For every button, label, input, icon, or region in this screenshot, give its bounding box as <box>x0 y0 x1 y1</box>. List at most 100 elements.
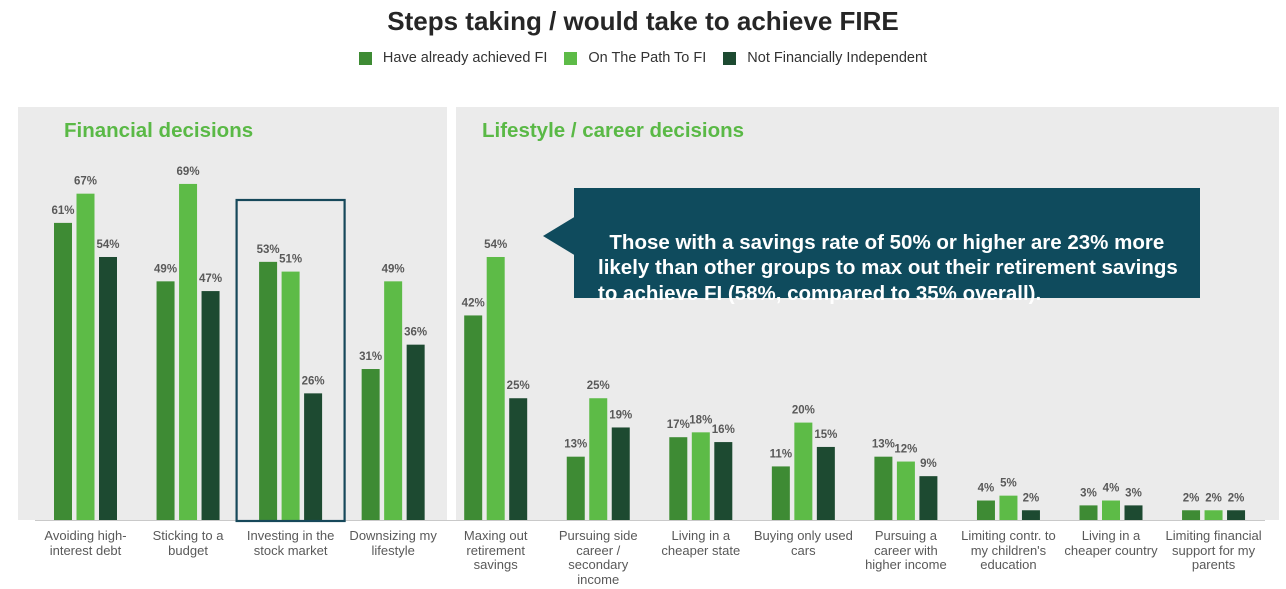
legend-item: Not Financially Independent <box>723 50 927 67</box>
bar <box>259 261 278 520</box>
value-label: 3% <box>1125 487 1142 499</box>
value-label-number: 2 <box>1183 492 1189 504</box>
value-label-number: 25 <box>507 380 520 392</box>
category-label: Pursuing a career with higher income <box>865 528 947 572</box>
bar-group: 17% 18%16% <box>667 414 735 520</box>
panel-title: Financial decisions <box>64 119 254 142</box>
bar <box>1204 510 1223 520</box>
value-label-number: 3 <box>1125 487 1131 499</box>
value-label-number: 17 <box>667 419 680 431</box>
bar <box>1124 505 1143 520</box>
highlight-box <box>235 198 346 523</box>
value-label-unit: % <box>394 263 404 275</box>
bar <box>54 222 72 520</box>
value-label-number: 31 <box>359 351 372 363</box>
bar <box>896 461 915 520</box>
bar <box>771 466 790 520</box>
category-label: Living in a cheaper country <box>1064 528 1158 558</box>
value-label-unit: % <box>292 254 302 266</box>
value-label-unit: % <box>805 405 815 417</box>
bar-group: 49%69%47% <box>154 166 222 520</box>
value-label-number: 4 <box>978 483 985 495</box>
category-label: Living in a cheaper state <box>661 528 741 558</box>
bar <box>179 183 198 520</box>
value-label-number: 2 <box>1205 492 1211 504</box>
bar <box>566 456 585 520</box>
value-label-unit: % <box>1087 487 1097 499</box>
value-label: 12% <box>894 444 917 456</box>
value-label-unit: % <box>109 239 119 251</box>
category-label: Pursuing side career / secondary income <box>558 528 638 587</box>
legend-swatch <box>564 52 578 65</box>
value-label-unit: % <box>984 483 994 495</box>
value-label-unit: % <box>907 444 917 456</box>
value-label-unit: % <box>1234 492 1244 504</box>
bar <box>1227 510 1246 520</box>
callout-pointer <box>543 216 576 256</box>
legend-item: On The Path To FI <box>564 50 706 67</box>
value-label-unit: % <box>600 380 610 392</box>
value-label: 11% <box>770 448 792 460</box>
value-label-unit: % <box>474 297 484 309</box>
value-label-unit: % <box>212 273 222 285</box>
bar-group: 4% 5% 2% <box>976 478 1040 520</box>
value-label: 17% <box>667 419 690 431</box>
value-label-number: 9 <box>920 458 926 470</box>
value-label-number: 36 <box>404 327 417 339</box>
value-label-unit: % <box>269 244 279 256</box>
value-label-number: 16 <box>712 424 725 436</box>
value-label-unit: % <box>622 409 632 421</box>
value-label-number: 5 <box>1000 478 1007 490</box>
bar <box>976 500 995 520</box>
value-label-unit: % <box>1212 492 1222 504</box>
value-label-number: 18 <box>689 414 702 426</box>
bar <box>816 446 835 520</box>
value-label-unit: % <box>702 414 712 426</box>
value-label: 2% <box>1228 492 1245 504</box>
bar-group: 31%49%36% <box>359 263 427 520</box>
value-label: 53% <box>257 244 280 256</box>
bar <box>486 256 505 520</box>
value-label-number: 53 <box>257 244 270 256</box>
category-label: Maxing out retirement savings <box>463 528 528 572</box>
value-label: 2% <box>1023 492 1040 504</box>
value-label: 9% <box>920 458 937 470</box>
value-label: 2% <box>1205 492 1222 504</box>
legend-label: Have already achieved FI <box>382 50 548 66</box>
bar-groups: 61%67%54%49%69%47%53%51%26%31%49%36%42%5… <box>51 166 1246 521</box>
bar <box>919 476 938 520</box>
value-label: 4% <box>1103 483 1120 495</box>
value-label-number: 42 <box>462 297 475 309</box>
value-label-unit: % <box>64 205 74 217</box>
value-label-unit: % <box>1109 483 1119 495</box>
value-label: 69% <box>177 166 200 178</box>
bar <box>156 281 175 520</box>
value-label-number: 67 <box>74 176 87 188</box>
bar <box>509 398 528 520</box>
value-label: 2% <box>1183 492 1200 504</box>
value-label-unit: % <box>417 327 427 339</box>
value-label-unit: % <box>725 424 735 436</box>
value-label-number: 69 <box>177 166 190 178</box>
value-label: 25% <box>507 380 530 392</box>
bar <box>669 437 688 520</box>
category-label: Limiting financial support for my parent… <box>1165 528 1262 572</box>
bar <box>691 432 710 520</box>
bar <box>281 271 300 520</box>
bar <box>406 344 425 520</box>
value-label-number: 61 <box>51 205 64 217</box>
value-label: 13% <box>872 439 895 451</box>
value-label-unit: % <box>577 439 587 451</box>
value-label: 26% <box>302 375 325 387</box>
callout-box: Those with a savings rate of 50% or high… <box>574 188 1200 305</box>
bar-group: 3% 4% 3% <box>1079 483 1143 520</box>
value-label-number: 2 <box>1228 492 1234 504</box>
bar <box>361 369 380 520</box>
value-label-unit: % <box>827 429 837 441</box>
bar <box>1021 510 1040 520</box>
value-label: 51% <box>279 254 302 266</box>
bar <box>999 495 1018 520</box>
value-label: 20% <box>792 405 815 417</box>
value-label: 4% <box>978 483 995 495</box>
